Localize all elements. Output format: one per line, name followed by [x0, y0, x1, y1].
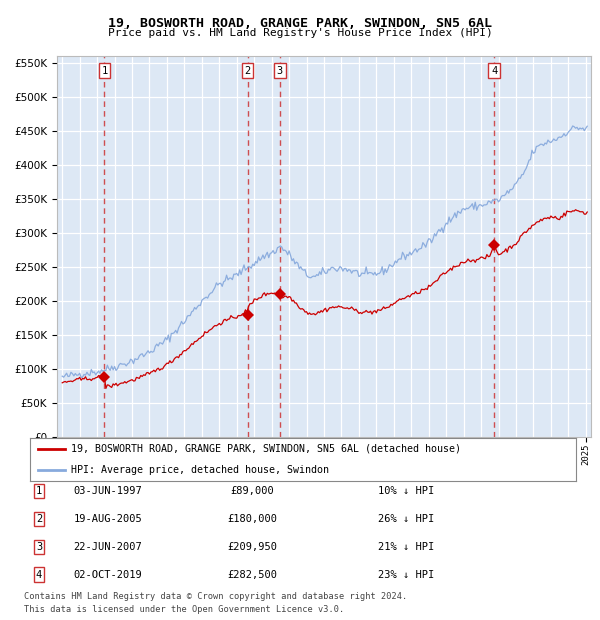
Text: 02-OCT-2019: 02-OCT-2019	[74, 570, 142, 580]
Text: 1: 1	[36, 486, 42, 496]
Text: £282,500: £282,500	[227, 570, 277, 580]
Text: 3: 3	[277, 66, 283, 76]
Text: 03-JUN-1997: 03-JUN-1997	[74, 486, 142, 496]
Text: HPI: Average price, detached house, Swindon: HPI: Average price, detached house, Swin…	[71, 465, 329, 475]
Text: 26% ↓ HPI: 26% ↓ HPI	[378, 514, 434, 524]
Text: 23% ↓ HPI: 23% ↓ HPI	[378, 570, 434, 580]
Text: 4: 4	[491, 66, 497, 76]
Text: 10% ↓ HPI: 10% ↓ HPI	[378, 486, 434, 496]
Text: £209,950: £209,950	[227, 542, 277, 552]
Text: 4: 4	[36, 570, 42, 580]
Text: 19-AUG-2005: 19-AUG-2005	[74, 514, 142, 524]
Text: 1: 1	[101, 66, 107, 76]
Text: 19, BOSWORTH ROAD, GRANGE PARK, SWINDON, SN5 6AL: 19, BOSWORTH ROAD, GRANGE PARK, SWINDON,…	[108, 17, 492, 30]
Text: 21% ↓ HPI: 21% ↓ HPI	[378, 542, 434, 552]
Text: Price paid vs. HM Land Registry's House Price Index (HPI): Price paid vs. HM Land Registry's House …	[107, 28, 493, 38]
Text: £89,000: £89,000	[230, 486, 274, 496]
Text: 2: 2	[245, 66, 251, 76]
Text: 2: 2	[36, 514, 42, 524]
Text: 19, BOSWORTH ROAD, GRANGE PARK, SWINDON, SN5 6AL (detached house): 19, BOSWORTH ROAD, GRANGE PARK, SWINDON,…	[71, 444, 461, 454]
Text: Contains HM Land Registry data © Crown copyright and database right 2024.: Contains HM Land Registry data © Crown c…	[24, 592, 407, 601]
Text: This data is licensed under the Open Government Licence v3.0.: This data is licensed under the Open Gov…	[24, 604, 344, 614]
Text: 3: 3	[36, 542, 42, 552]
Text: 22-JUN-2007: 22-JUN-2007	[74, 542, 142, 552]
Text: £180,000: £180,000	[227, 514, 277, 524]
